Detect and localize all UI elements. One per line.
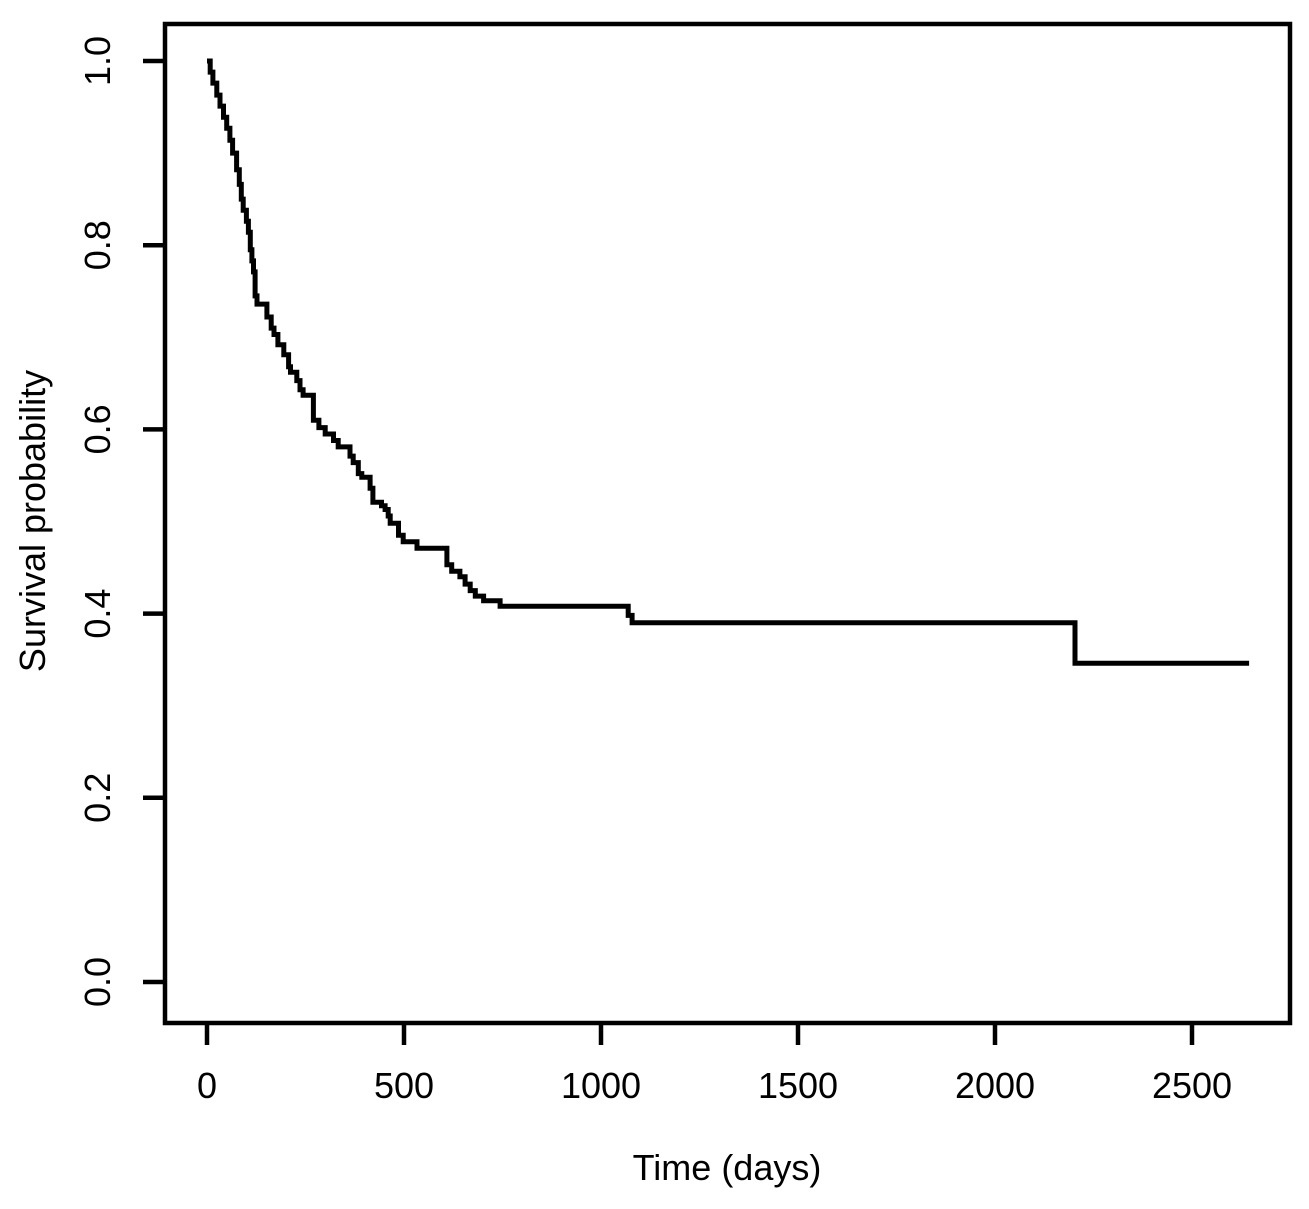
y-axis-ticks: 0.0 0.2 0.4 0.6 0.8 1.0 <box>77 36 165 1007</box>
x-tick-label: 2500 <box>1152 1065 1232 1106</box>
y-tick-label: 0.4 <box>77 589 118 639</box>
x-tick-label: 500 <box>374 1065 434 1106</box>
y-tick-label: 0.2 <box>77 773 118 823</box>
y-tick-label: 1.0 <box>77 36 118 86</box>
y-tick-label: 0.6 <box>77 404 118 454</box>
y-tick-label: 0.8 <box>77 220 118 270</box>
x-tick-label: 0 <box>197 1065 217 1106</box>
plot-box <box>162 21 1293 1026</box>
y-axis-title: Survival probability <box>12 370 53 672</box>
x-tick-label: 2000 <box>955 1065 1035 1106</box>
x-tick-label: 1500 <box>758 1065 838 1106</box>
survival-curve-group <box>207 58 1250 666</box>
x-axis-ticks: 0 500 1000 1500 2000 2500 <box>197 1023 1232 1106</box>
y-tick-label: 0.0 <box>77 957 118 1007</box>
x-axis-title: Time (days) <box>633 1147 822 1188</box>
x-tick-label: 1000 <box>561 1065 641 1106</box>
survival-step-curve <box>207 58 1250 666</box>
